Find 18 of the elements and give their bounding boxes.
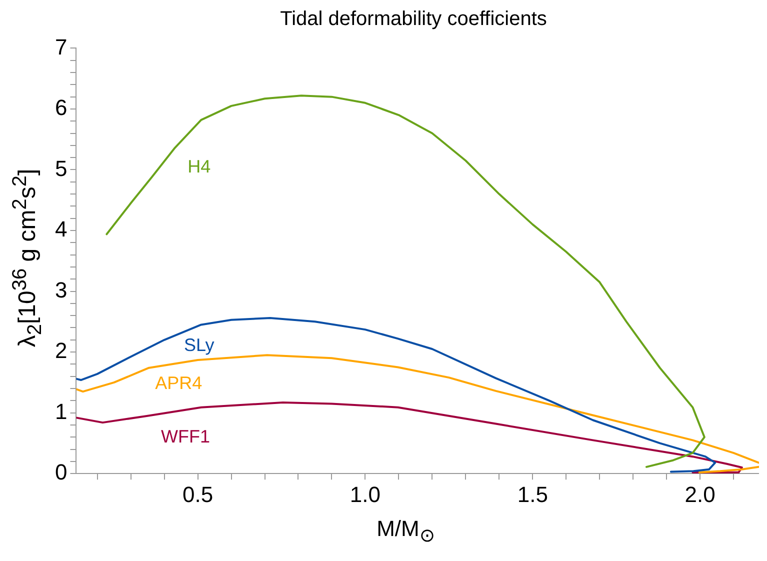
- x-tick-label: 2.0: [684, 482, 716, 507]
- y-tick-label: 7: [54, 34, 68, 60]
- y-tick-label: 5: [54, 156, 68, 181]
- y-tick-label: 0: [54, 460, 68, 485]
- x-tick-label: 0.5: [182, 482, 214, 507]
- y-tick-label: 3: [54, 277, 68, 302]
- y-tick-label: 1: [54, 398, 68, 424]
- y-tick-label: 4: [54, 216, 68, 242]
- chart-title: Tidal deformability coefficients: [279, 8, 548, 31]
- x-tick-label: 1.5: [517, 482, 548, 507]
- y-tick-label: 6: [54, 95, 68, 120]
- x-axis-title: M/M$_{⊙}$: [376, 516, 436, 546]
- x-tick-label: 1.0: [350, 482, 381, 507]
- series-label: SLy: [184, 334, 214, 355]
- series-label: H4: [188, 156, 211, 176]
- series-label: APR4: [155, 373, 202, 394]
- y-tick-label: 2: [54, 338, 68, 364]
- series-label: WFF1: [160, 426, 210, 446]
